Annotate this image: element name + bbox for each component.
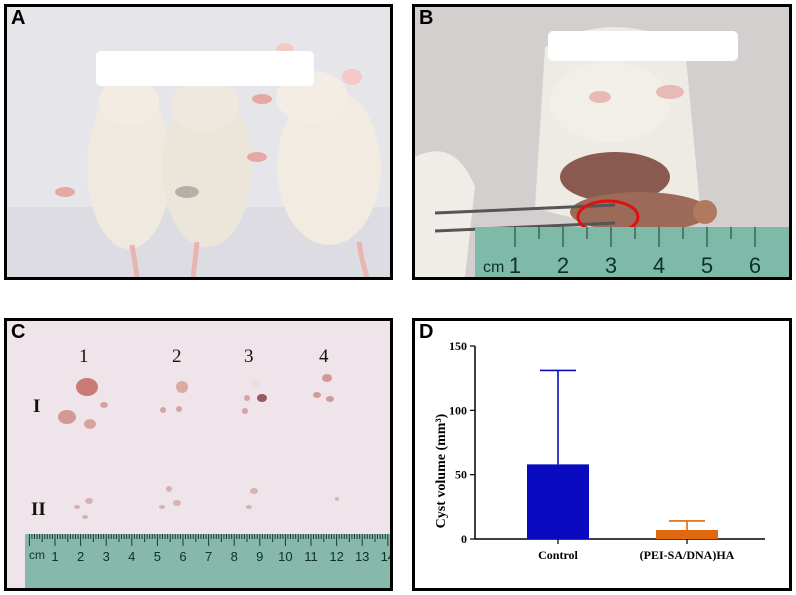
- ruler-number: 9: [256, 549, 263, 564]
- ruler-number: 4: [653, 253, 665, 277]
- ruler-unit: cm: [483, 259, 504, 276]
- ruler-number: 1: [51, 549, 58, 564]
- column-label-2: 2: [172, 346, 182, 367]
- y-tick-label: 100: [449, 403, 467, 417]
- redaction-box: [96, 51, 314, 86]
- ruler-unit: cm: [29, 548, 45, 562]
- column-label-4: 4: [319, 346, 329, 367]
- ruler-number: 1: [509, 253, 521, 277]
- x-tick-label: (PEI-SA/DNA)HA: [640, 548, 735, 562]
- ruler-number: 5: [154, 549, 161, 564]
- ruler-number: 10: [278, 549, 292, 564]
- y-tick-label: 150: [449, 339, 467, 353]
- x-tick-label: Control: [538, 548, 578, 562]
- ruler-number: 6: [749, 253, 761, 277]
- cyst-volume-chart: 0 50 100 150 Control (PEI-SA/DNA)HA Cyst volu…: [434, 339, 765, 562]
- panel-b-label: B: [419, 7, 434, 29]
- ruler-number: 12: [329, 549, 343, 564]
- mice-photo-illustration: [7, 7, 390, 277]
- column-label-1: 1: [79, 346, 89, 367]
- row-label-I: I: [33, 396, 41, 417]
- ruler-number: 3: [605, 253, 617, 277]
- ruler-number: 14: [381, 549, 390, 564]
- panel-d-label: D: [419, 321, 434, 343]
- ruler-number: 3: [103, 549, 110, 564]
- panel-d-bar-chart: D 0 50 100 150 Control (PEI-SA/DNA)HA Cyst vo…: [412, 318, 792, 591]
- ruler-number: 5: [701, 253, 713, 277]
- panel-c-label: C: [11, 321, 26, 343]
- ruler-number: 7: [205, 549, 212, 564]
- ruler-number: 8: [231, 549, 238, 564]
- y-axis-label: Cyst volume (mm³): [434, 413, 449, 528]
- ruler-number: 2: [557, 253, 569, 277]
- ruler-number: 4: [128, 549, 135, 564]
- cysts-illustration: cm 1234567891011121314: [25, 374, 390, 588]
- y-tick-label: 50: [455, 468, 467, 482]
- y-tick-label: 0: [461, 532, 467, 546]
- redaction-box: [548, 31, 738, 61]
- ruler-number: 11: [304, 549, 318, 564]
- row-label-II: II: [31, 499, 46, 520]
- column-label-3: 3: [244, 346, 254, 367]
- panel-b-dissection-photo: B cm 1 2 3 4 5 6: [412, 4, 792, 280]
- panel-c-cysts-photo: C 1 2 3 4 I II cm 1234567891011121314: [4, 318, 393, 591]
- panel-a-label: A: [11, 7, 26, 29]
- panel-a-mice-photo: A: [4, 4, 393, 280]
- bar: [656, 529, 718, 539]
- ruler-number: 2: [77, 549, 84, 564]
- bar: [527, 464, 589, 539]
- ruler-number: 13: [355, 549, 369, 564]
- ruler-number: 6: [179, 549, 186, 564]
